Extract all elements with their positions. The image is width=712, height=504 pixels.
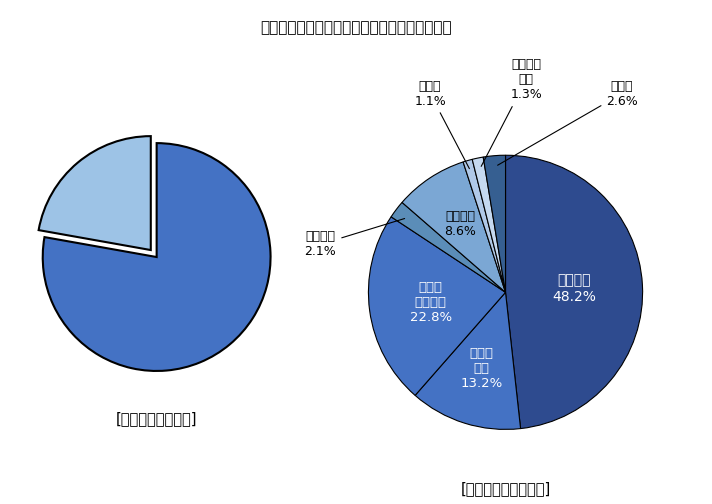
Text: 福利厚生
代行
1.3%: 福利厚生 代行 1.3% [481,58,542,166]
Wedge shape [368,217,506,395]
Text: [法定外福利費の構成]: [法定外福利費の構成] [461,481,550,496]
Wedge shape [43,143,271,371]
Wedge shape [402,162,506,292]
Text: その他
2.6%: その他 2.6% [498,80,638,165]
Text: 法定福利費
77.8%: 法定福利費 77.8% [14,426,61,458]
Wedge shape [483,155,506,292]
Text: 文体レク
8.6%: 文体レク 8.6% [444,210,476,238]
Text: 慶弔関係
2.1%: 慶弔関係 2.1% [305,219,404,259]
Wedge shape [415,292,520,429]
Text: [福利厚生費の構成]: [福利厚生費の構成] [116,411,197,426]
Text: ライフ
サポート
22.8%: ライフ サポート 22.8% [409,281,452,324]
Wedge shape [38,136,151,250]
Text: 住宅関連
48.2%: 住宅関連 48.2% [552,274,596,303]
Wedge shape [463,159,506,292]
Wedge shape [506,155,643,428]
Text: 共済会
1.1%: 共済会 1.1% [414,80,469,169]
Wedge shape [391,203,506,292]
Wedge shape [472,157,506,292]
Text: 図表７　福利厚生費と法定外福利費の構成割合: 図表７ 福利厚生費と法定外福利費の構成割合 [260,20,452,35]
Text: 医療・
健康
13.2%: 医療・ 健康 13.2% [461,347,503,390]
